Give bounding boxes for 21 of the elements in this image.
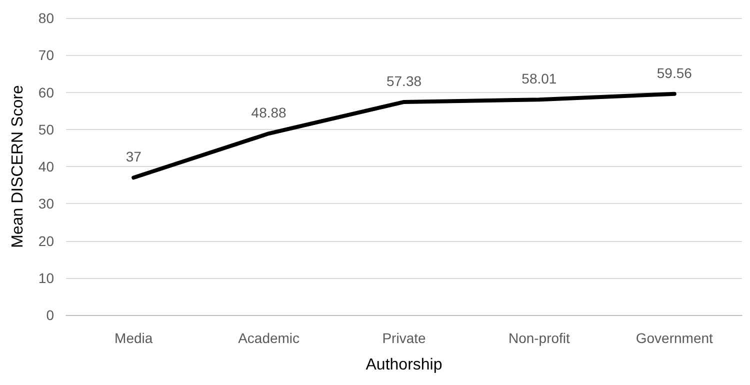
y-tick-label: 50 [38, 121, 54, 138]
x-axis-title: Authorship [366, 356, 442, 374]
data-label: 59.56 [656, 64, 692, 81]
y-tick-label: 20 [38, 232, 54, 249]
y-tick-label: 80 [38, 10, 54, 26]
y-axis-title: Mean DISCERN Score [10, 85, 26, 248]
x-tick-label: Government [636, 330, 714, 346]
y-tick-label: 40 [38, 158, 54, 174]
data-label: 58.01 [522, 70, 557, 87]
data-label: 48.88 [251, 104, 287, 121]
x-tick-label: Private [382, 330, 426, 346]
data-label: 57.38 [386, 72, 422, 89]
x-tick-label: Non-profit [508, 330, 570, 346]
x-tick-label: Media [114, 330, 153, 346]
data-label: 37 [126, 148, 142, 165]
y-tick-label: 10 [38, 270, 54, 286]
x-tick-label: Academic [238, 330, 300, 346]
y-tick-label: 0 [46, 307, 54, 323]
y-tick-label: 60 [38, 84, 54, 100]
y-tick-label: 70 [38, 47, 54, 64]
y-tick-label: 30 [38, 196, 54, 212]
